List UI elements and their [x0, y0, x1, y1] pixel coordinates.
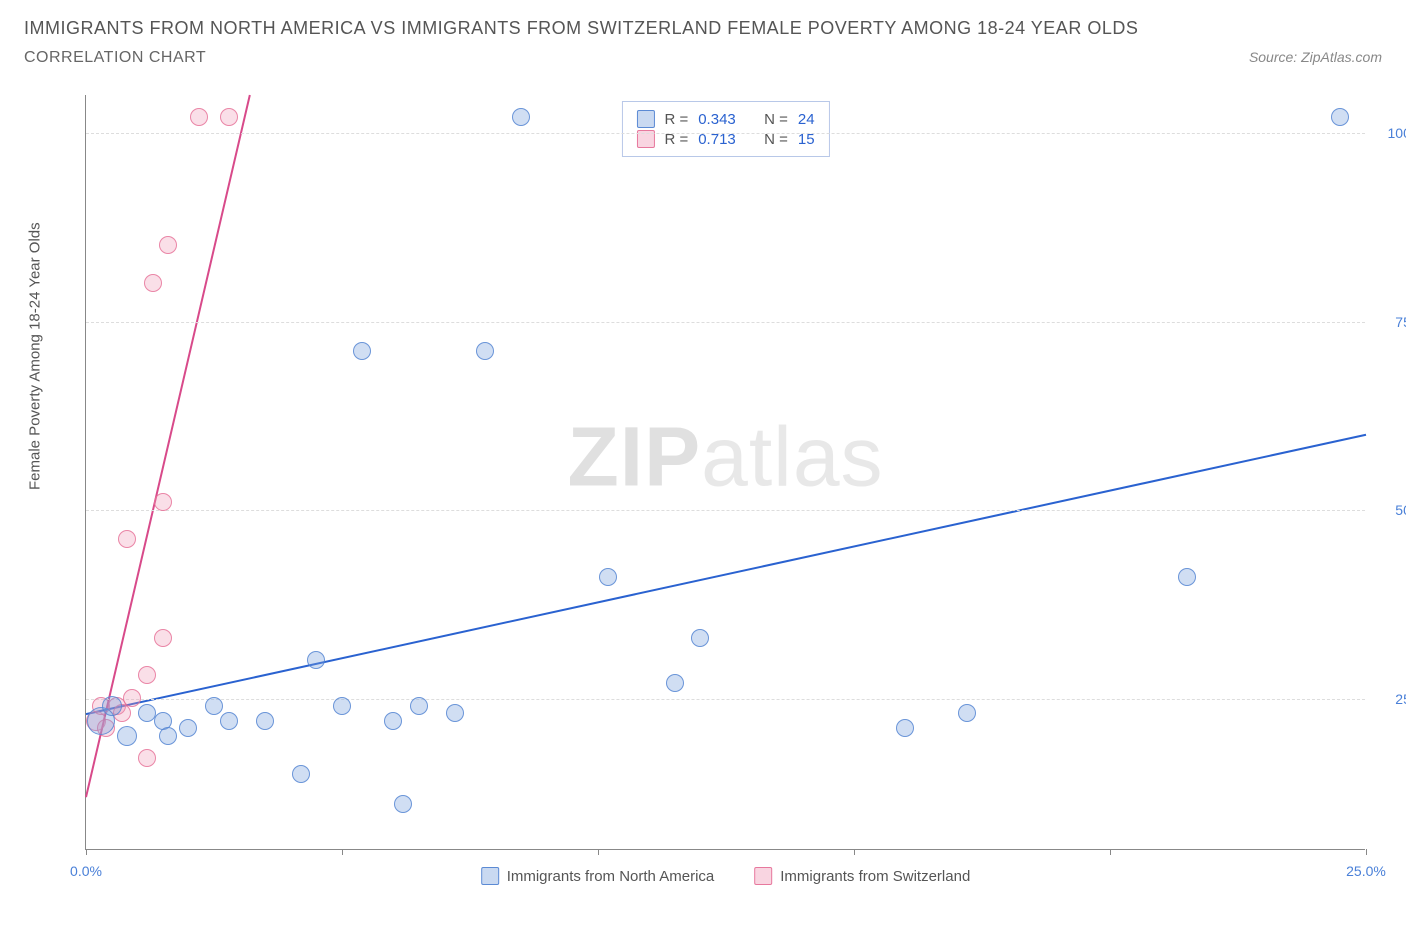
legend-item-blue: Immigrants from North America [481, 867, 715, 885]
gridline [86, 322, 1365, 323]
data-point-pink [118, 530, 136, 548]
data-point-pink [154, 629, 172, 647]
data-point-blue [666, 674, 684, 692]
legend-label-blue: Immigrants from North America [507, 868, 715, 885]
x-tick [598, 849, 599, 855]
data-point-blue [220, 712, 238, 730]
plot-area: ZIPatlas R = 0.343 N = 24 R = 0.713 N = … [85, 95, 1365, 850]
chart-header: IMMIGRANTS FROM NORTH AMERICA VS IMMIGRA… [0, 0, 1406, 75]
x-tick [1366, 849, 1367, 855]
series-legend: Immigrants from North America Immigrants… [481, 867, 971, 885]
data-point-blue [333, 697, 351, 715]
data-point-blue [446, 704, 464, 722]
data-point-blue [896, 719, 914, 737]
legend-label-pink: Immigrants from Switzerland [780, 868, 970, 885]
subtitle-row: CORRELATION CHART Source: ZipAtlas.com [24, 49, 1382, 67]
x-tick [342, 849, 343, 855]
data-point-pink [123, 689, 141, 707]
x-tick-label: 25.0% [1346, 863, 1386, 879]
chart-title: IMMIGRANTS FROM NORTH AMERICA VS IMMIGRA… [24, 18, 1382, 39]
source-attribution: Source: ZipAtlas.com [1249, 49, 1382, 65]
y-axis-label: Female Poverty Among 18-24 Year Olds [27, 222, 44, 490]
data-point-blue [384, 712, 402, 730]
swatch-pink-icon [754, 867, 772, 885]
gridline [86, 510, 1365, 511]
data-point-pink [190, 108, 208, 126]
data-point-blue [117, 726, 137, 746]
data-point-blue [691, 629, 709, 647]
data-point-pink [138, 749, 156, 767]
data-point-blue [476, 342, 494, 360]
data-point-pink [144, 274, 162, 292]
data-point-blue [1178, 568, 1196, 586]
trend-line-pink [86, 95, 250, 797]
data-point-blue [307, 651, 325, 669]
gridline [86, 699, 1365, 700]
gridline [86, 133, 1365, 134]
data-point-blue [599, 568, 617, 586]
data-point-blue [205, 697, 223, 715]
data-point-pink [138, 666, 156, 684]
x-tick-label: 0.0% [70, 863, 102, 879]
trend-line-blue [86, 435, 1366, 714]
data-point-blue [256, 712, 274, 730]
trend-lines [86, 95, 1365, 849]
y-tick-label: 100.0% [1388, 125, 1406, 141]
legend-item-pink: Immigrants from Switzerland [754, 867, 970, 885]
y-tick-label: 25.0% [1395, 691, 1406, 707]
data-point-blue [102, 696, 122, 716]
data-point-blue [292, 765, 310, 783]
data-point-blue [353, 342, 371, 360]
x-tick [1110, 849, 1111, 855]
data-point-pink [220, 108, 238, 126]
x-tick [86, 849, 87, 855]
data-point-pink [159, 236, 177, 254]
data-point-blue [179, 719, 197, 737]
y-tick-label: 50.0% [1395, 502, 1406, 518]
data-point-blue [159, 727, 177, 745]
swatch-blue-icon [481, 867, 499, 885]
data-point-blue [394, 795, 412, 813]
data-point-blue [1331, 108, 1349, 126]
data-point-blue [410, 697, 428, 715]
data-point-blue [958, 704, 976, 722]
chart-container: Female Poverty Among 18-24 Year Olds ZIP… [60, 95, 1380, 885]
data-point-pink [154, 493, 172, 511]
chart-subtitle: CORRELATION CHART [24, 49, 206, 67]
x-tick [854, 849, 855, 855]
y-tick-label: 75.0% [1395, 314, 1406, 330]
data-point-blue [512, 108, 530, 126]
